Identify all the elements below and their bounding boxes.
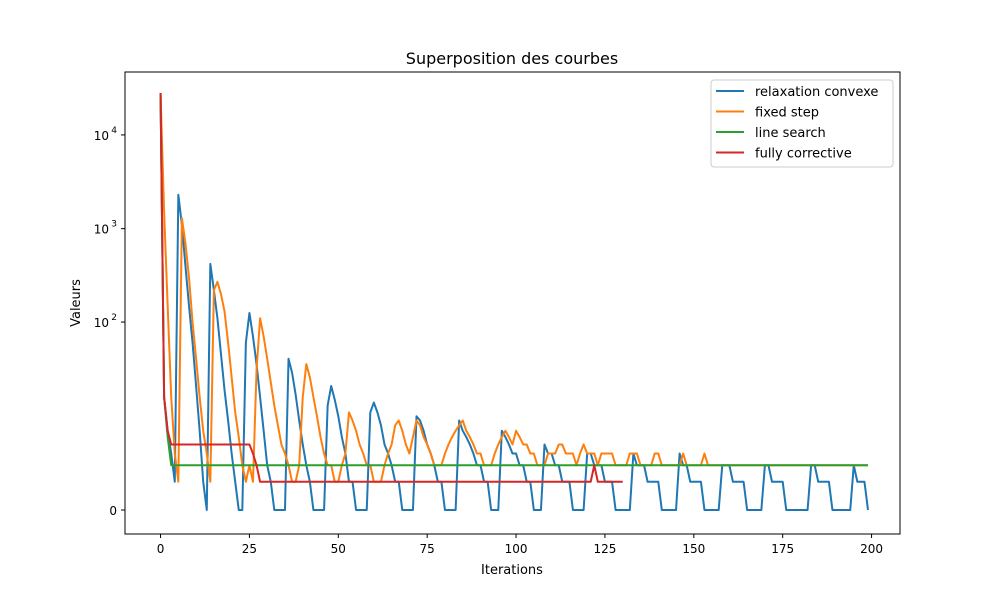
- x-tick-label: 50: [331, 542, 346, 556]
- x-tick-label: 150: [682, 542, 705, 556]
- x-tick-label: 125: [593, 542, 616, 556]
- chart-title: Superposition des courbes: [406, 49, 618, 68]
- x-axis-label: Iterations: [481, 563, 543, 578]
- plot-area: [159, 92, 869, 511]
- x-tick-label: 200: [860, 542, 883, 556]
- x-tick-label: 175: [771, 542, 794, 556]
- legend-frame: [710, 79, 894, 168]
- x-tick-label: 0: [157, 542, 165, 556]
- y-tick-label: 10: [94, 316, 109, 330]
- plot-frame: [124, 71, 901, 535]
- x-tick-label: 100: [505, 542, 528, 556]
- x-axis: 0 25 50 75 100 125 150 175 200: [157, 534, 883, 556]
- x-tick-label: 25: [242, 542, 257, 556]
- y-tick-label: 10: [94, 223, 109, 237]
- series-layer: [159, 92, 869, 511]
- series-line-3: [159, 92, 623, 483]
- y-tick-label: 0: [109, 504, 117, 518]
- y-axis-label: Valeurs: [69, 279, 84, 327]
- legend-label: relaxation convexe: [755, 85, 878, 100]
- y-tick-label: 10: [94, 129, 109, 143]
- legend-label: fixed step: [755, 106, 819, 121]
- y-tick-exponent: 4: [111, 126, 117, 136]
- x-tick-label: 75: [420, 542, 435, 556]
- series-line-2: [159, 92, 868, 467]
- y-tick-exponent: 2: [111, 313, 117, 323]
- y-tick-exponent: 3: [111, 220, 117, 230]
- legend-label: fully corrective: [755, 147, 852, 162]
- series-line-0: [159, 92, 869, 511]
- legend: relaxation convexe fixed step line search f…: [710, 79, 894, 168]
- legend-label: line search: [755, 126, 826, 141]
